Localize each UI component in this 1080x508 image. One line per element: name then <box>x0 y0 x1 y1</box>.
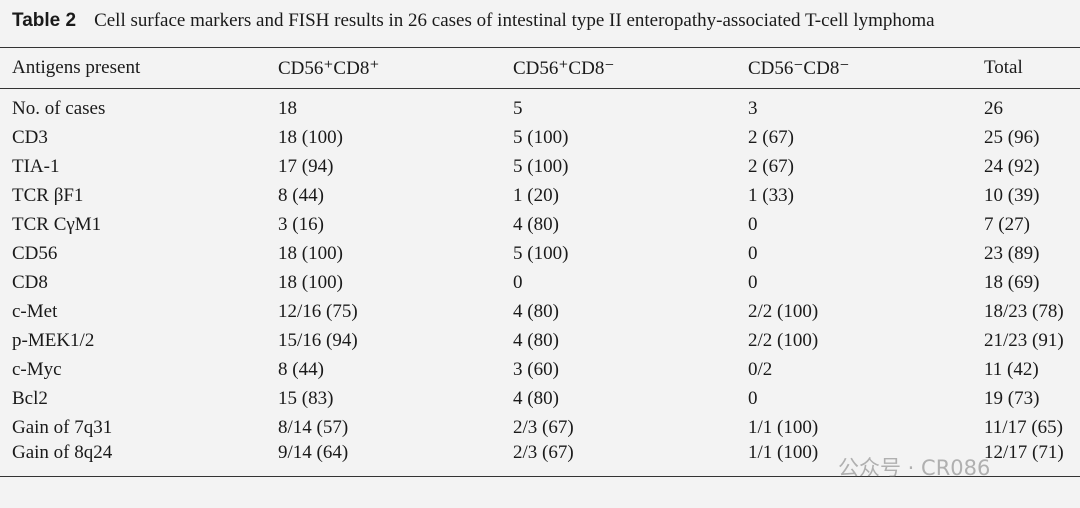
table-cell: 8/14 (57) <box>278 416 349 438</box>
table-row: TCR βF1 8 (44) 1 (20) 1 (33) 10 (39) <box>0 181 1080 210</box>
table-cell: No. of cases <box>12 97 106 119</box>
header-cell: CD56⁺CD8⁻ <box>513 57 615 79</box>
table-cell: 0 <box>513 271 523 293</box>
header-cell: CD56⁺CD8⁺ <box>278 57 380 79</box>
table-cell: c-Myc <box>12 358 62 380</box>
table-body: No. of cases 18 5 3 26 CD3 18 (100) 5 (100) 2 (6… <box>0 89 1080 477</box>
table-cell: 24 (92) <box>984 155 1040 177</box>
table-cell: 15/16 (94) <box>278 329 358 351</box>
table-cell: 0 <box>748 213 758 235</box>
table-cell: 4 (80) <box>513 300 559 322</box>
header-row: Antigens present CD56⁺CD8⁺ CD56⁺CD8⁻ CD56⁻C… <box>0 47 1080 89</box>
table-cell: 4 (80) <box>513 213 559 235</box>
table-cell: 2/2 (100) <box>748 300 819 322</box>
table-cell: 11 (42) <box>984 358 1039 380</box>
table-cell: 18/23 (78) <box>984 300 1064 322</box>
table-cell: 3 (16) <box>278 213 324 235</box>
data-table: Antigens present CD56⁺CD8⁺ CD56⁺CD8⁻ CD56⁻C… <box>0 47 1080 477</box>
watermark: 公众号 · CR086 <box>838 456 991 480</box>
table-row: CD8 18 (100) 0 0 18 (69) <box>0 268 1080 297</box>
table-cell: 19 (73) <box>984 387 1040 409</box>
table-cell: 3 <box>748 97 758 119</box>
table-row: TCR CγM1 3 (16) 4 (80) 0 7 (27) <box>0 210 1080 239</box>
table-cell: 8 (44) <box>278 184 324 206</box>
table-cell: 18 (100) <box>278 271 343 293</box>
table-cell: CD56 <box>12 242 58 264</box>
table-cell: 5 (100) <box>513 242 569 264</box>
table-cell: 21/23 (91) <box>984 329 1064 351</box>
table-row: CD56 18 (100) 5 (100) 0 23 (89) <box>0 239 1080 268</box>
table-cell: 2/3 (67) <box>513 442 574 463</box>
header-cell: CD56⁻CD8⁻ <box>748 57 850 79</box>
table-cell: 4 (80) <box>513 329 559 351</box>
table-row: TIA-1 17 (94) 5 (100) 2 (67) 24 (92) <box>0 152 1080 181</box>
header-cell: Total <box>984 57 1023 78</box>
table-cell: 26 <box>984 97 1003 119</box>
table-cell: 10 (39) <box>984 184 1040 206</box>
table-row: c-Myc 8 (44) 3 (60) 0/2 11 (42) <box>0 355 1080 384</box>
table-cell: 2/2 (100) <box>748 329 819 351</box>
table-cell: 5 <box>513 97 523 119</box>
table-header: Antigens present CD56⁺CD8⁺ CD56⁺CD8⁻ CD56⁻C… <box>0 47 1080 89</box>
table-cell: 11/17 (65) <box>984 416 1063 438</box>
table-cell: 12/17 (71) <box>984 442 1064 463</box>
table-cell: 18 (100) <box>278 242 343 264</box>
table-cell: Bcl2 <box>12 387 48 409</box>
table-cell: 7 (27) <box>984 213 1030 235</box>
table-row: Bcl2 15 (83) 4 (80) 0 19 (73) <box>0 384 1080 413</box>
table-cell: 5 (100) <box>513 126 569 148</box>
table-caption: Cell surface markers and FISH results in… <box>94 10 935 31</box>
table-row: CD3 18 (100) 5 (100) 2 (67) 25 (96) <box>0 123 1080 152</box>
table-cell: 25 (96) <box>984 126 1040 148</box>
table-row: Gain of 8q24 9/14 (64) 2/3 (67) 1/1 (100) 12… <box>0 442 1080 477</box>
table-cell: 0/2 <box>748 358 773 380</box>
table-cell: CD8 <box>12 271 48 293</box>
table-cell: Gain of 7q31 <box>12 416 113 438</box>
table-cell: 1/1 (100) <box>748 442 819 463</box>
table-cell: CD3 <box>12 126 48 148</box>
table-cell: 18 (100) <box>278 126 343 148</box>
table-label: Table 2 <box>12 10 77 31</box>
table-cell: 3 (60) <box>513 358 559 380</box>
table-cell: 17 (94) <box>278 155 334 177</box>
table-cell: 2/3 (67) <box>513 416 574 438</box>
table-cell: 9/14 (64) <box>278 442 349 463</box>
table-cell: 12/16 (75) <box>278 300 358 322</box>
table-cell: 0 <box>748 387 758 409</box>
table-row: p-MEK1/2 15/16 (94) 4 (80) 2/2 (100) 21/23 (… <box>0 326 1080 355</box>
table-title: Table 2 Cell surface markers and FISH res… <box>12 10 935 32</box>
table-cell: 2 (67) <box>748 126 794 148</box>
table-cell: Gain of 8q24 <box>12 442 113 463</box>
table-cell: TCR βF1 <box>12 184 84 206</box>
table-cell: 15 (83) <box>278 387 334 409</box>
table-cell: 4 (80) <box>513 387 559 409</box>
table-cell: 0 <box>748 271 758 293</box>
table-cell: 8 (44) <box>278 358 324 380</box>
table-cell: 0 <box>748 242 758 264</box>
table-cell: TIA-1 <box>12 155 60 177</box>
table-cell: 18 (69) <box>984 271 1040 293</box>
table-cell: 1 (33) <box>748 184 794 206</box>
table-cell: p-MEK1/2 <box>12 329 95 351</box>
table-row: Gain of 7q31 8/14 (57) 2/3 (67) 1/1 (100) 11… <box>0 413 1080 442</box>
table-row: c-Met 12/16 (75) 4 (80) 2/2 (100) 18/23 (78) <box>0 297 1080 326</box>
table-cell: 1/1 (100) <box>748 416 819 438</box>
table-row: No. of cases 18 5 3 26 <box>0 89 1080 124</box>
table-cell: 18 <box>278 97 297 119</box>
table-cell: 1 (20) <box>513 184 559 206</box>
table-cell: 2 (67) <box>748 155 794 177</box>
table-cell: 5 (100) <box>513 155 569 177</box>
table-cell: c-Met <box>12 300 58 322</box>
table-cell: 23 (89) <box>984 242 1040 264</box>
header-cell: Antigens present <box>12 57 141 78</box>
table-cell: TCR CγM1 <box>12 213 102 235</box>
